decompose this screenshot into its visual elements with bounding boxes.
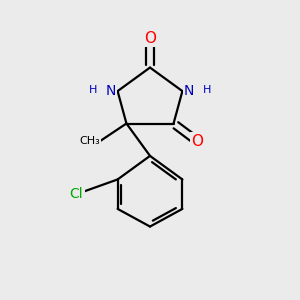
Text: N: N xyxy=(184,84,194,98)
Text: CH₃: CH₃ xyxy=(79,136,100,146)
Text: N: N xyxy=(106,84,116,98)
Text: O: O xyxy=(144,31,156,46)
Text: H: H xyxy=(203,85,212,94)
Text: Cl: Cl xyxy=(70,187,83,201)
Text: O: O xyxy=(191,134,203,149)
Text: H: H xyxy=(88,85,97,94)
